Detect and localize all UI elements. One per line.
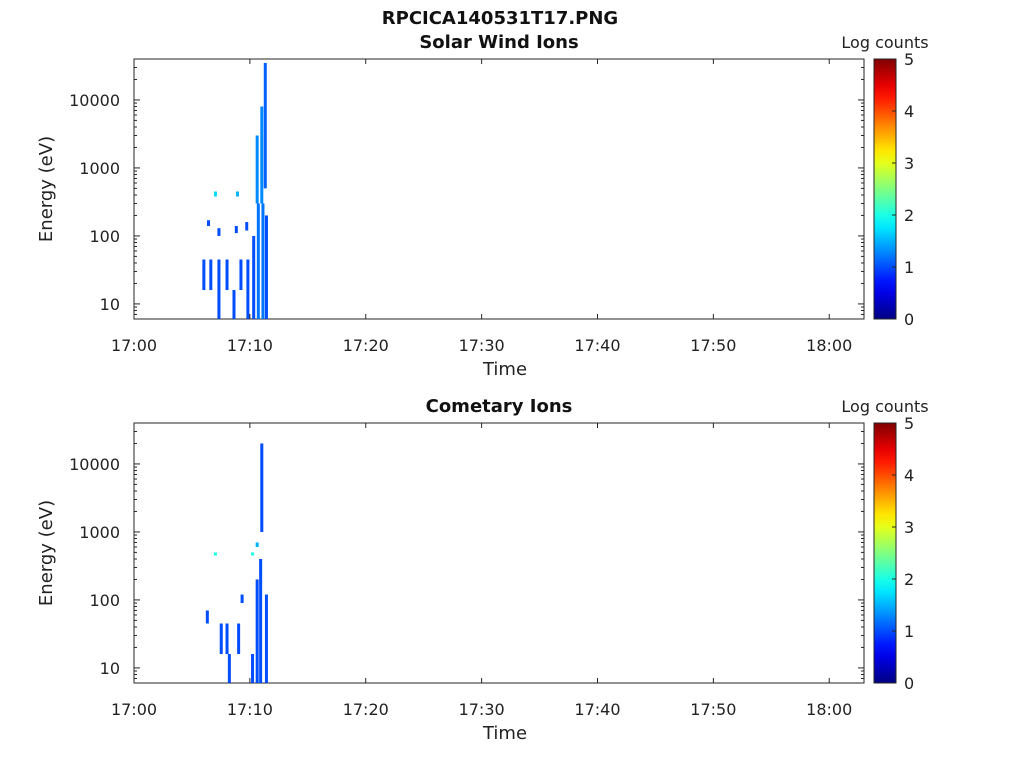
heatmap-cell: [260, 443, 264, 532]
heatmap-cell: [260, 106, 264, 204]
heatmap-cell: [219, 623, 223, 655]
colorbar-tick-label: 4: [904, 102, 914, 121]
x-tick-label: 17:10: [227, 336, 273, 355]
heatmap-cell: [251, 654, 255, 683]
heatmap-cell: [232, 290, 236, 319]
x-tick-label: 17:40: [574, 336, 620, 355]
y-tick-label: 10000: [69, 455, 120, 474]
heatmap-cell: [225, 623, 229, 655]
x-axis-label: Time: [482, 723, 527, 744]
heatmap-cell: [256, 203, 260, 319]
colorbar-tick-label: 4: [904, 466, 914, 485]
colorbar-tick-label: 3: [904, 154, 914, 173]
heatmap-cell: [251, 552, 255, 556]
x-tick-label: 17:00: [111, 700, 157, 719]
colorbar-label: Log counts: [841, 397, 928, 416]
heatmap-cell: [235, 191, 239, 197]
y-tick-label: 10000: [69, 91, 120, 110]
x-tick-label: 18:00: [806, 336, 852, 355]
heatmap-cell: [213, 191, 217, 197]
heatmap-cell: [263, 62, 267, 189]
colorbar-tick-label: 0: [904, 674, 914, 693]
y-tick-label: 1000: [79, 159, 120, 178]
heatmap-cell: [237, 623, 241, 655]
y-tick-label: 1000: [79, 523, 120, 542]
x-axis-label: Time: [482, 359, 527, 380]
heatmap-cell: [234, 225, 238, 234]
colorbar-tick-label: 3: [904, 518, 914, 537]
heatmap-cell: [213, 552, 217, 556]
colorbar-tick-label: 1: [904, 258, 914, 277]
heatmap-cell: [264, 215, 268, 319]
panel-title: Cometary Ions: [426, 396, 573, 417]
figure-title: RPCICA140531T17.PNG: [382, 8, 618, 29]
x-tick-label: 17:30: [459, 336, 505, 355]
heatmap-cell: [217, 259, 221, 319]
panel-cometary-ions: Cometary Ions 17:00 17:10 17:20 17:30 17:40 17…: [36, 396, 929, 744]
plot-area: [133, 58, 865, 320]
y-axis-label: Energy (eV): [36, 136, 57, 242]
heatmap-cell: [261, 203, 265, 319]
heatmap-cell: [255, 135, 259, 204]
y-tick-label: 100: [89, 591, 120, 610]
heatmap-cell: [245, 222, 249, 231]
heatmap-cell: [202, 259, 206, 291]
x-tick-label: 17:30: [459, 700, 505, 719]
heatmap-cell: [239, 259, 243, 291]
heatmap-cell: [207, 220, 210, 226]
y-tick-label: 10: [100, 295, 120, 314]
heatmap-cell: [246, 259, 250, 319]
plot-area: [133, 422, 865, 684]
x-tick-label: 17:50: [690, 336, 736, 355]
heatmap-cell: [255, 542, 259, 548]
colorbar: [873, 422, 897, 684]
y-axis-label: Energy (eV): [36, 500, 57, 606]
panel-title: Solar Wind Ions: [419, 32, 578, 53]
y-tick-label: 100: [89, 227, 120, 246]
heatmap-cell: [225, 259, 229, 291]
x-tick-label: 17:10: [227, 700, 273, 719]
heatmap-cell: [259, 558, 263, 683]
heatmap-cell: [227, 654, 231, 683]
colorbar-tick-label: 5: [904, 50, 914, 69]
x-tick-label: 17:20: [343, 336, 389, 355]
colorbar-tick-label: 1: [904, 622, 914, 641]
heatmap-cell: [209, 259, 213, 291]
colorbar-tick-label: 5: [904, 414, 914, 433]
colorbar-tick-label: 0: [904, 310, 914, 329]
heatmap-cell: [205, 610, 209, 624]
heatmap-cell: [217, 228, 221, 236]
colorbar-label: Log counts: [841, 33, 928, 52]
panel-solar-wind-ions: Solar Wind Ions 17:00 17:10 17:20 17:30 17:40…: [36, 32, 929, 380]
x-tick-label: 17:40: [574, 700, 620, 719]
x-tick-label: 17:20: [343, 700, 389, 719]
heatmap-cell: [252, 235, 256, 319]
colorbar: [873, 58, 897, 320]
y-tick-label: 10: [100, 659, 120, 678]
x-tick-label: 17:50: [690, 700, 736, 719]
colorbar-tick-label: 2: [904, 570, 914, 589]
heatmap-cell: [264, 594, 268, 683]
x-tick-label: 17:00: [111, 336, 157, 355]
heatmap-cell: [240, 594, 244, 604]
x-tick-label: 18:00: [806, 700, 852, 719]
colorbar-tick-label: 2: [904, 206, 914, 225]
heatmap-cell: [255, 579, 259, 683]
